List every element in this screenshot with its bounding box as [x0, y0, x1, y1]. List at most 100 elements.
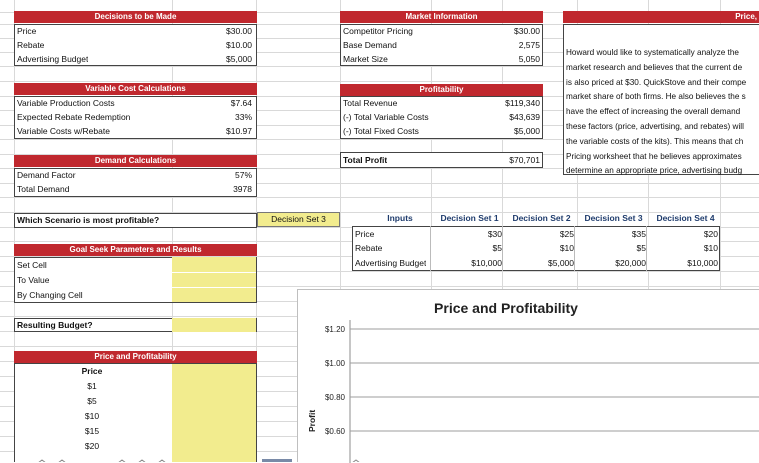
inputs-row-label: Advertising Budget — [355, 258, 427, 268]
decisions-value-rebate[interactable]: $10.00 — [226, 40, 252, 50]
decisions-table — [14, 24, 257, 66]
description-line: these factors (price, advertising, and r… — [566, 121, 744, 131]
inputs-divider — [502, 226, 503, 271]
profitability-header: Profitability — [340, 84, 543, 96]
inputs-cell[interactable]: $30 — [487, 229, 502, 239]
description-box — [563, 24, 759, 175]
demand-label-factor: Demand Factor — [17, 170, 76, 180]
variable-costs-value-production[interactable]: $7.64 — [230, 98, 252, 108]
demand-label-total: Total Demand — [17, 184, 70, 194]
variable-costs-value-with-rebate[interactable]: $10.97 — [226, 126, 252, 136]
decision-set-header: Decision Set 2 — [512, 213, 571, 223]
market-label-market-size: Market Size — [343, 54, 388, 64]
total-profit-label: Total Profit — [343, 155, 388, 165]
scenario-question: Which Scenario is most profitable? — [17, 215, 160, 225]
decisions-label-advertising: Advertising Budget — [17, 54, 89, 64]
total-profit-value[interactable]: $70,701 — [509, 155, 540, 165]
description-text: Howard would like to systematically anal… — [566, 46, 759, 179]
decisions-value-price[interactable]: $30.00 — [226, 26, 252, 36]
market-label-competitor: Competitor Pricing — [343, 26, 413, 36]
inputs-cell[interactable]: $20,000 — [615, 258, 646, 268]
goal-seek-set-cell-input[interactable] — [172, 257, 256, 272]
scenario-answer[interactable]: Decision Set 3 — [271, 214, 326, 224]
demand-value-total[interactable]: 3978 — [233, 184, 252, 194]
sheet-tab-strip[interactable] — [0, 456, 759, 462]
inputs-cell[interactable]: $25 — [559, 229, 574, 239]
profitability-value-fixed-costs[interactable]: $5,000 — [514, 126, 540, 136]
goal-seek-header: Goal Seek Parameters and Results — [14, 244, 257, 256]
inputs-row-label: Price — [355, 229, 375, 239]
market-value-market-size[interactable]: 5,050 — [518, 54, 540, 64]
price-value: $20 — [84, 441, 100, 451]
chart-y-tick-label: $0.80 — [325, 393, 346, 402]
description-line: the variable costs of the kits). This me… — [566, 136, 744, 146]
market-label-base-demand: Base Demand — [343, 40, 397, 50]
goal-seek-set-cell-label: Set Cell — [17, 260, 47, 270]
decision-set-header: Decision Set 1 — [440, 213, 499, 223]
inputs-cell[interactable]: $10 — [703, 243, 718, 253]
price-value: $15 — [84, 426, 100, 436]
sheet-tab-marks — [38, 459, 360, 462]
goal-seek-to-value-input[interactable] — [172, 273, 256, 287]
inputs-cell[interactable]: $10,000 — [471, 258, 502, 268]
resulting-budget-input[interactable] — [172, 318, 256, 332]
price-value: $1 — [87, 381, 97, 391]
variable-costs-header: Variable Cost Calculations — [14, 83, 257, 95]
goal-seek-changing-cell-input[interactable] — [172, 288, 256, 302]
profitability-label-variable-costs: (-) Total Variable Costs — [343, 112, 429, 122]
inputs-row-label: Rebate — [355, 243, 383, 253]
market-header: Market Information — [340, 11, 543, 23]
variable-costs-label-rebate-redemption: Expected Rebate Redemption — [17, 112, 131, 122]
profitability-table — [340, 96, 543, 139]
decisions-header: Decisions to be Made — [14, 11, 257, 23]
variable-costs-label-with-rebate: Variable Costs w/Rebate — [17, 126, 110, 136]
scenario-answer-cell[interactable] — [257, 212, 340, 227]
chart-y-tick-label: $1.00 — [325, 359, 346, 368]
market-value-base-demand[interactable]: 2,575 — [518, 40, 540, 50]
scenario-question-box — [14, 213, 257, 228]
description-line: Pricing worksheet that he believes appro… — [566, 151, 742, 161]
variable-costs-table — [14, 96, 257, 139]
chart-y-axis-label: Profit — [307, 410, 317, 432]
decisions-value-advertising[interactable]: $5,000 — [226, 54, 252, 64]
demand-header: Demand Calculations — [14, 155, 257, 167]
market-value-competitor[interactable]: $30.00 — [514, 26, 540, 36]
profitability-value-variable-costs[interactable]: $43,639 — [509, 112, 540, 122]
resulting-budget-label: Resulting Budget? — [17, 320, 93, 330]
profitability-value-revenue[interactable]: $119,340 — [505, 98, 540, 108]
inputs-cell[interactable]: $20 — [703, 229, 718, 239]
chart-canvas: Price and Profitability Profit $1.20 $1.00 $… — [307, 300, 759, 463]
price-profit-header: Price and Profitability — [14, 351, 257, 363]
goal-seek-to-value-label: To Value — [17, 275, 50, 285]
inputs-cell[interactable]: $10 — [559, 243, 574, 253]
profit-column-input[interactable] — [172, 364, 256, 462]
chart-y-tick-label: $0.60 — [325, 427, 346, 436]
goal-seek-changing-cell-label: By Changing Cell — [17, 290, 83, 300]
inputs-divider — [574, 226, 575, 271]
profitability-label-fixed-costs: (-) Total Fixed Costs — [343, 126, 419, 136]
decision-set-header: Decision Set 4 — [656, 213, 715, 223]
variable-costs-value-rebate-redemption[interactable]: 33% — [234, 112, 252, 122]
decisions-label-price: Price — [17, 26, 37, 36]
description-line: market share of both firms. He also beli… — [566, 92, 746, 102]
market-table — [340, 24, 543, 66]
decisions-label-rebate: Rebate — [17, 40, 45, 50]
decision-set-header: Decision Set 3 — [584, 213, 643, 223]
variable-costs-label-production: Variable Production Costs — [17, 98, 115, 108]
inputs-divider — [646, 226, 647, 271]
price-profit-chart[interactable]: Price and Profitability Profit $1.20 $1.00 $… — [297, 289, 759, 463]
price-header: Price, — [563, 11, 759, 23]
demand-table — [14, 168, 257, 197]
chart-y-tick-label: $1.20 — [325, 325, 346, 334]
inputs-cell[interactable]: $5,000 — [548, 258, 574, 268]
demand-value-factor[interactable]: 57% — [234, 170, 252, 180]
inputs-cell[interactable]: $5 — [492, 243, 502, 253]
price-value: $5 — [87, 396, 97, 406]
inputs-corner-label: Inputs — [387, 213, 413, 223]
price-value: $10 — [84, 411, 100, 421]
description-line: have the effect of increasing the overal… — [566, 107, 741, 117]
total-profit-box — [340, 152, 543, 168]
inputs-cell[interactable]: $10,000 — [687, 258, 718, 268]
inputs-cell[interactable]: $35 — [631, 229, 646, 239]
inputs-cell[interactable]: $5 — [636, 243, 646, 253]
